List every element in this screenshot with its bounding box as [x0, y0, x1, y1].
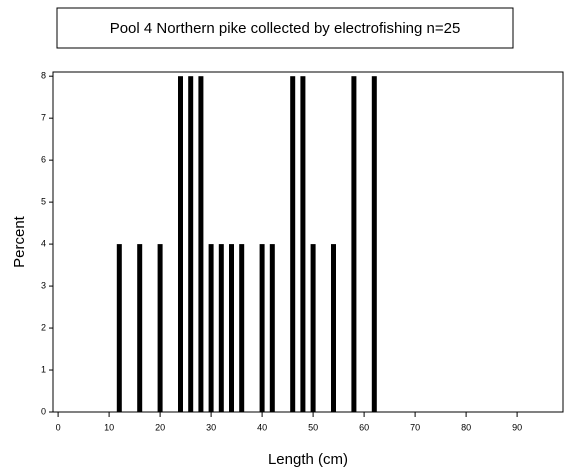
x-tick-label: 0 [56, 422, 61, 432]
x-tick-label: 10 [104, 422, 114, 432]
bar [371, 76, 377, 412]
y-tick-label: 0 [41, 406, 46, 416]
bar [178, 76, 183, 412]
bar [198, 76, 204, 412]
bar [259, 244, 265, 412]
title-box [56, 7, 514, 49]
bar [137, 244, 143, 412]
x-tick-label: 50 [308, 422, 318, 432]
y-tick-label: 5 [41, 196, 46, 206]
x-tick-label: 90 [512, 422, 522, 432]
y-tick-label: 7 [41, 113, 46, 123]
plot-frame [52, 71, 564, 413]
x-tick-label: 40 [257, 422, 267, 432]
x-tick-label: 80 [461, 422, 471, 432]
bar [157, 244, 163, 412]
y-tick-label: 3 [41, 280, 46, 290]
x-axis-label: Length (cm) [268, 451, 348, 468]
bar [310, 244, 316, 412]
bar [351, 76, 357, 412]
x-tick-label: 60 [359, 422, 369, 432]
x-tick-label: 20 [155, 422, 165, 432]
bar [208, 244, 214, 412]
bar [188, 76, 194, 412]
y-tick-label: 6 [41, 155, 46, 165]
bar [300, 76, 306, 412]
bar [239, 244, 245, 412]
bar [331, 244, 336, 412]
bar [116, 244, 122, 412]
bar [218, 244, 224, 412]
chart-title: Pool 4 Northern pike collected by electr… [110, 20, 461, 37]
bar [229, 244, 234, 412]
y-tick-label: 2 [41, 322, 46, 332]
y-axis-label: Percent [11, 215, 28, 268]
x-tick-label: 70 [410, 422, 420, 432]
x-tick-label: 30 [206, 422, 216, 432]
bar [269, 244, 275, 412]
y-tick-label: 8 [41, 71, 46, 81]
bar [290, 76, 296, 412]
y-tick-label: 1 [41, 364, 46, 374]
y-tick-label: 4 [41, 238, 46, 248]
